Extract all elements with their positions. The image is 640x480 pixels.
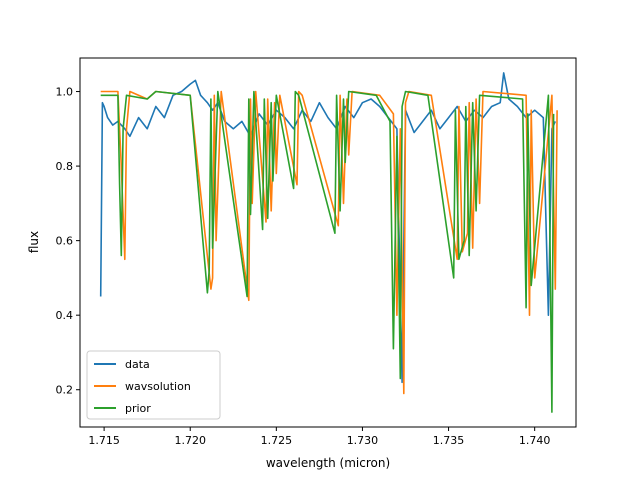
y-tick-label: 0.2	[56, 384, 74, 397]
y-axis-label: flux	[27, 231, 41, 253]
legend-label-data: data	[125, 358, 150, 371]
y-axis: 0.2 0.4 0.6 0.8 1.0	[56, 86, 80, 397]
y-tick-label: 0.6	[56, 235, 74, 248]
series-line-wavsolution	[100, 90, 558, 395]
legend-box	[86, 350, 221, 420]
x-tick-label: 1.740	[519, 434, 551, 447]
legend-label-prior: prior	[125, 402, 151, 415]
x-tick-label: 1.725	[261, 434, 293, 447]
x-tick-label: 1.715	[88, 434, 120, 447]
plot-area	[99, 72, 558, 413]
legend: data wavsolution prior	[86, 350, 221, 420]
series-line-prior	[100, 90, 555, 413]
x-axis: 1.715 1.720 1.725 1.730 1.735 1.740	[88, 427, 550, 447]
legend-label-wavsolution: wavsolution	[125, 380, 191, 393]
axes-frame	[79, 57, 577, 428]
x-tick-label: 1.735	[433, 434, 465, 447]
y-tick-label: 0.4	[56, 309, 74, 322]
x-tick-label: 1.720	[174, 434, 206, 447]
x-axis-label: wavelength (micron)	[266, 456, 390, 470]
x-tick-label: 1.730	[347, 434, 379, 447]
series-line-data	[99, 72, 557, 384]
y-tick-label: 1.0	[56, 86, 74, 99]
y-tick-label: 0.8	[56, 160, 74, 173]
